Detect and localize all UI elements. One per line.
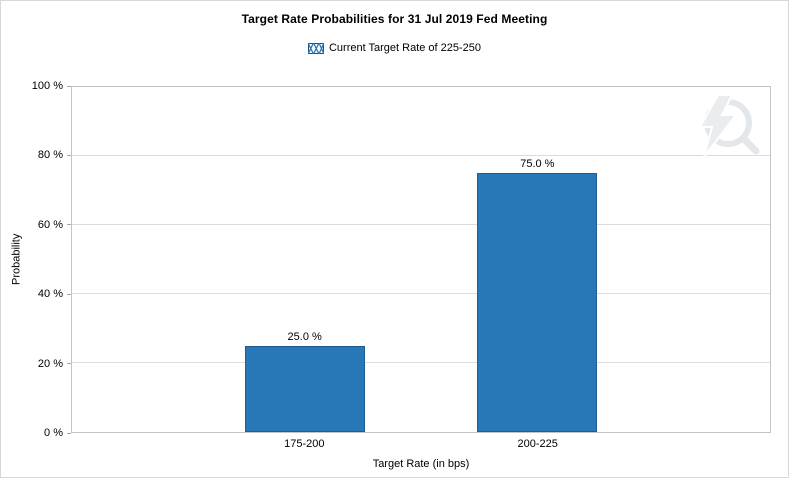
x-tick-label: 200-225 [517,438,558,450]
legend-label: Current Target Rate of 225-250 [328,42,482,54]
gridline [72,362,770,363]
x-axis-title: Target Rate (in bps) [372,458,470,470]
y-tick-mark [67,432,71,434]
y-tick-mark [67,224,71,226]
legend-crosshatch-swatch-icon [307,42,324,54]
probability-bar-200-225 [477,173,598,432]
bar-slot-175-200: 25.0 % [244,87,365,432]
y-tick-mark [67,154,71,156]
y-tick-mark [67,363,71,365]
y-tick-label: 40 % [37,288,63,301]
y-tick-mark [67,85,71,87]
plot-area: 25.0 % 75.0 % [71,86,771,433]
chart-title: Target Rate Probabilities for 31 Jul 201… [241,12,548,26]
y-tick-label: 20 % [37,357,63,370]
gridline [72,224,770,225]
y-axis-tick-marks [67,85,71,434]
x-tick-label: 175-200 [284,438,325,450]
y-tick-label: 80 % [37,149,63,162]
probability-bar-175-200 [244,345,365,432]
gridline [72,293,770,294]
y-tick-label: 0 % [44,427,63,439]
quikstrike-logo-watermark [698,95,760,157]
bar-value-label: 25.0 % [287,330,322,343]
gridline [72,155,770,156]
bar-value-label: 75.0 % [520,158,555,171]
y-tick-label: 100 % [31,80,63,92]
chart-legend: Current Target Rate of 225-250 [1,42,788,54]
bar-slot-200-225: 75.0 % [477,87,598,432]
y-axis-tick-labels: 0 % 20 % 40 % 60 % 80 % 100 % [1,80,63,439]
y-tick-label: 60 % [37,218,63,231]
y-tick-mark [67,293,71,295]
x-axis-tick-labels: 175-200 200-225 [71,438,771,452]
